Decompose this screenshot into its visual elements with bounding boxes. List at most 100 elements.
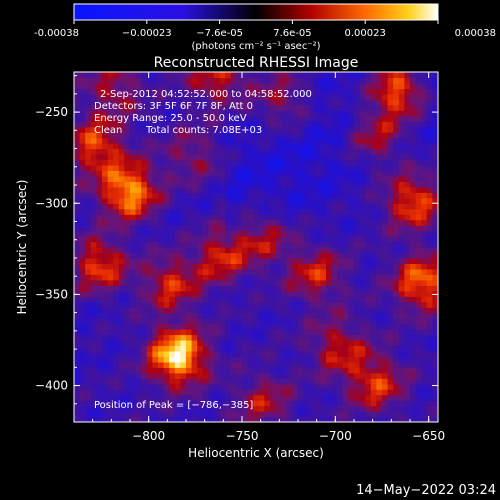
heatmap-cell xyxy=(146,350,153,357)
heatmap-cell xyxy=(320,126,327,133)
heatmap-cell xyxy=(432,372,438,379)
heatmap-cell xyxy=(303,159,310,166)
heatmap-cell xyxy=(292,400,299,407)
heatmap-cell xyxy=(219,389,226,396)
heatmap-cell xyxy=(85,104,92,111)
heatmap-cell xyxy=(219,104,226,111)
heatmap-cell xyxy=(208,203,215,210)
heatmap-cell xyxy=(152,197,159,204)
heatmap-cell xyxy=(90,99,97,106)
heatmap-cell xyxy=(376,367,383,374)
heatmap-cell xyxy=(432,104,438,111)
heatmap-cell xyxy=(348,72,355,79)
heatmap-cell xyxy=(354,121,361,128)
heatmap-cell xyxy=(169,121,176,128)
heatmap-cell xyxy=(314,372,321,379)
heatmap-cell xyxy=(354,372,361,379)
heatmap-cell xyxy=(348,197,355,204)
heatmap-cell xyxy=(130,208,137,215)
heatmap-cell xyxy=(197,72,204,79)
heatmap-cell xyxy=(365,312,372,319)
heatmap-cell xyxy=(258,110,265,117)
heatmap-cell xyxy=(124,285,131,292)
heatmap-cell xyxy=(258,132,265,139)
heatmap-cell xyxy=(253,356,260,363)
heatmap-cell xyxy=(163,252,170,259)
heatmap-cell xyxy=(247,339,254,347)
heatmap-cell xyxy=(141,285,148,292)
heatmap-cell xyxy=(382,225,389,232)
heatmap-cell xyxy=(275,290,282,297)
heatmap-cell xyxy=(141,301,148,308)
heatmap-cell xyxy=(331,329,338,336)
heatmap-cell xyxy=(169,154,176,161)
heatmap-cell xyxy=(202,416,209,422)
heatmap-cell xyxy=(314,323,321,330)
heatmap-cell xyxy=(354,400,361,407)
heatmap-cell xyxy=(415,307,422,314)
heatmap-cell xyxy=(432,411,438,418)
heatmap-cell xyxy=(309,252,316,259)
heatmap-cell xyxy=(146,143,153,150)
heatmap-cell xyxy=(174,99,181,106)
heatmap-cell xyxy=(247,137,254,144)
heatmap-cell xyxy=(365,143,372,150)
heatmap-cell xyxy=(124,186,131,193)
heatmap-cell xyxy=(202,159,209,166)
heatmap-cell xyxy=(331,143,338,150)
heatmap-cell xyxy=(320,323,327,330)
heatmap-cell xyxy=(292,279,299,286)
heatmap-cell xyxy=(421,175,428,182)
heatmap-cell xyxy=(169,416,176,422)
heatmap-cell xyxy=(141,121,148,128)
heatmap-cell xyxy=(236,372,243,379)
heatmap-cell xyxy=(370,378,377,385)
heatmap-cell xyxy=(230,268,237,275)
heatmap-cell xyxy=(342,110,349,117)
heatmap-cell xyxy=(415,170,422,177)
heatmap-cell xyxy=(426,175,433,182)
heatmap-cell xyxy=(85,367,92,374)
heatmap-cell xyxy=(90,225,97,232)
x-tick-label: −800 xyxy=(132,429,165,443)
heatmap-cell xyxy=(214,230,221,237)
heatmap-cell xyxy=(404,82,411,90)
heatmap-cell xyxy=(286,143,293,150)
heatmap-cell xyxy=(225,104,232,111)
heatmap-cell xyxy=(130,121,137,128)
heatmap-cell xyxy=(208,378,215,385)
heatmap-cell xyxy=(359,203,366,210)
heatmap-cell xyxy=(415,411,422,418)
heatmap-cell xyxy=(130,263,137,270)
heatmap-cell xyxy=(337,159,344,166)
heatmap-cell xyxy=(258,345,265,352)
heatmap-cell xyxy=(214,175,221,182)
heatmap-cell xyxy=(102,329,109,336)
heatmap-image xyxy=(74,72,438,422)
heatmap-cell xyxy=(191,334,198,341)
heatmap-cell xyxy=(242,181,249,188)
heatmap-cell xyxy=(135,208,142,215)
heatmap-cell xyxy=(354,323,361,330)
heatmap-cell xyxy=(326,93,333,100)
heatmap-cell xyxy=(342,154,349,161)
heatmap-cell xyxy=(404,334,411,341)
heatmap-cell xyxy=(326,318,333,325)
heatmap-cell xyxy=(141,132,148,139)
heatmap-cell xyxy=(258,93,265,100)
heatmap-cell xyxy=(236,411,243,418)
heatmap-cell xyxy=(421,372,428,379)
heatmap-cell xyxy=(236,110,243,117)
heatmap-cell xyxy=(393,159,400,166)
heatmap-cell xyxy=(253,208,260,215)
heatmap-cell xyxy=(186,361,193,368)
heatmap-cell xyxy=(208,241,215,248)
heatmap-cell xyxy=(342,356,349,363)
heatmap-cell xyxy=(331,175,338,182)
heatmap-cell xyxy=(202,197,209,204)
heatmap-cell xyxy=(354,279,361,286)
heatmap-cell xyxy=(163,318,170,325)
heatmap-cell xyxy=(348,192,355,199)
heatmap-cell xyxy=(393,257,400,265)
heatmap-cell xyxy=(169,225,176,232)
